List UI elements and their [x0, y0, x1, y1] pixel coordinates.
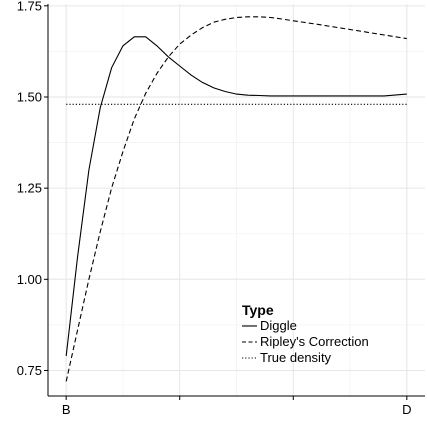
series-lines: [65, 16, 407, 382]
legend-label: Diggle: [260, 318, 297, 333]
legend-label: Ripley's Correction: [260, 334, 369, 349]
axes: 0.75 1.00 1.25 1.50 1.75 B D: [17, 0, 425, 417]
series-line-ripley-s-correction: [65, 16, 407, 382]
y-tick-label: 0.75: [17, 363, 42, 378]
x-tick-label: B: [62, 402, 71, 417]
x-tick-label: D: [402, 402, 411, 417]
legend-title: Type: [242, 302, 274, 318]
y-tick-label: 1.00: [17, 272, 42, 287]
legend-label: True density: [260, 350, 332, 365]
y-tick-label: 1.75: [17, 0, 42, 13]
y-tick-label: 1.50: [17, 89, 42, 104]
y-tick-label: 1.25: [17, 181, 42, 196]
series-line-diggle: [65, 36, 407, 356]
